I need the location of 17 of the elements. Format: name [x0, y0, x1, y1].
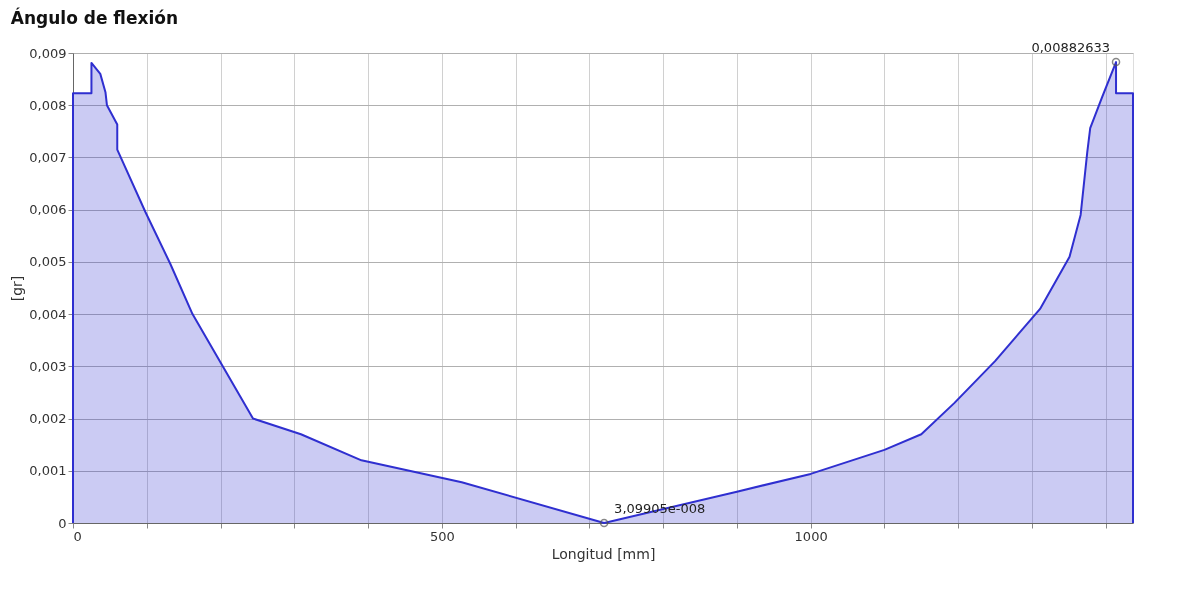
y-tick-label: 0,005 — [29, 254, 67, 270]
x-axis-title: Longitud [mm] — [551, 545, 656, 562]
y-axis-title: [gr] — [9, 275, 26, 302]
annotation: 0,00882633 — [1031, 40, 1111, 56]
y-tick-label: 0,006 — [29, 202, 67, 218]
y-tick-label: 0,001 — [29, 463, 67, 479]
y-tick-label: 0,009 — [29, 45, 67, 61]
x-tick-label: 1000 — [794, 528, 828, 544]
y-tick-label: 0,007 — [29, 149, 67, 165]
x-tick-label: 500 — [429, 528, 455, 544]
y-tick-label: 0,008 — [29, 97, 67, 113]
chart-title: Ángulo de flexión — [10, 7, 179, 29]
x-tick-label: 0 — [73, 528, 82, 544]
y-tick-label: 0,004 — [29, 306, 67, 322]
y-tick-label: 0,003 — [29, 358, 67, 374]
y-tick-label: 0,002 — [29, 411, 67, 427]
y-tick-label: 0 — [58, 515, 67, 531]
